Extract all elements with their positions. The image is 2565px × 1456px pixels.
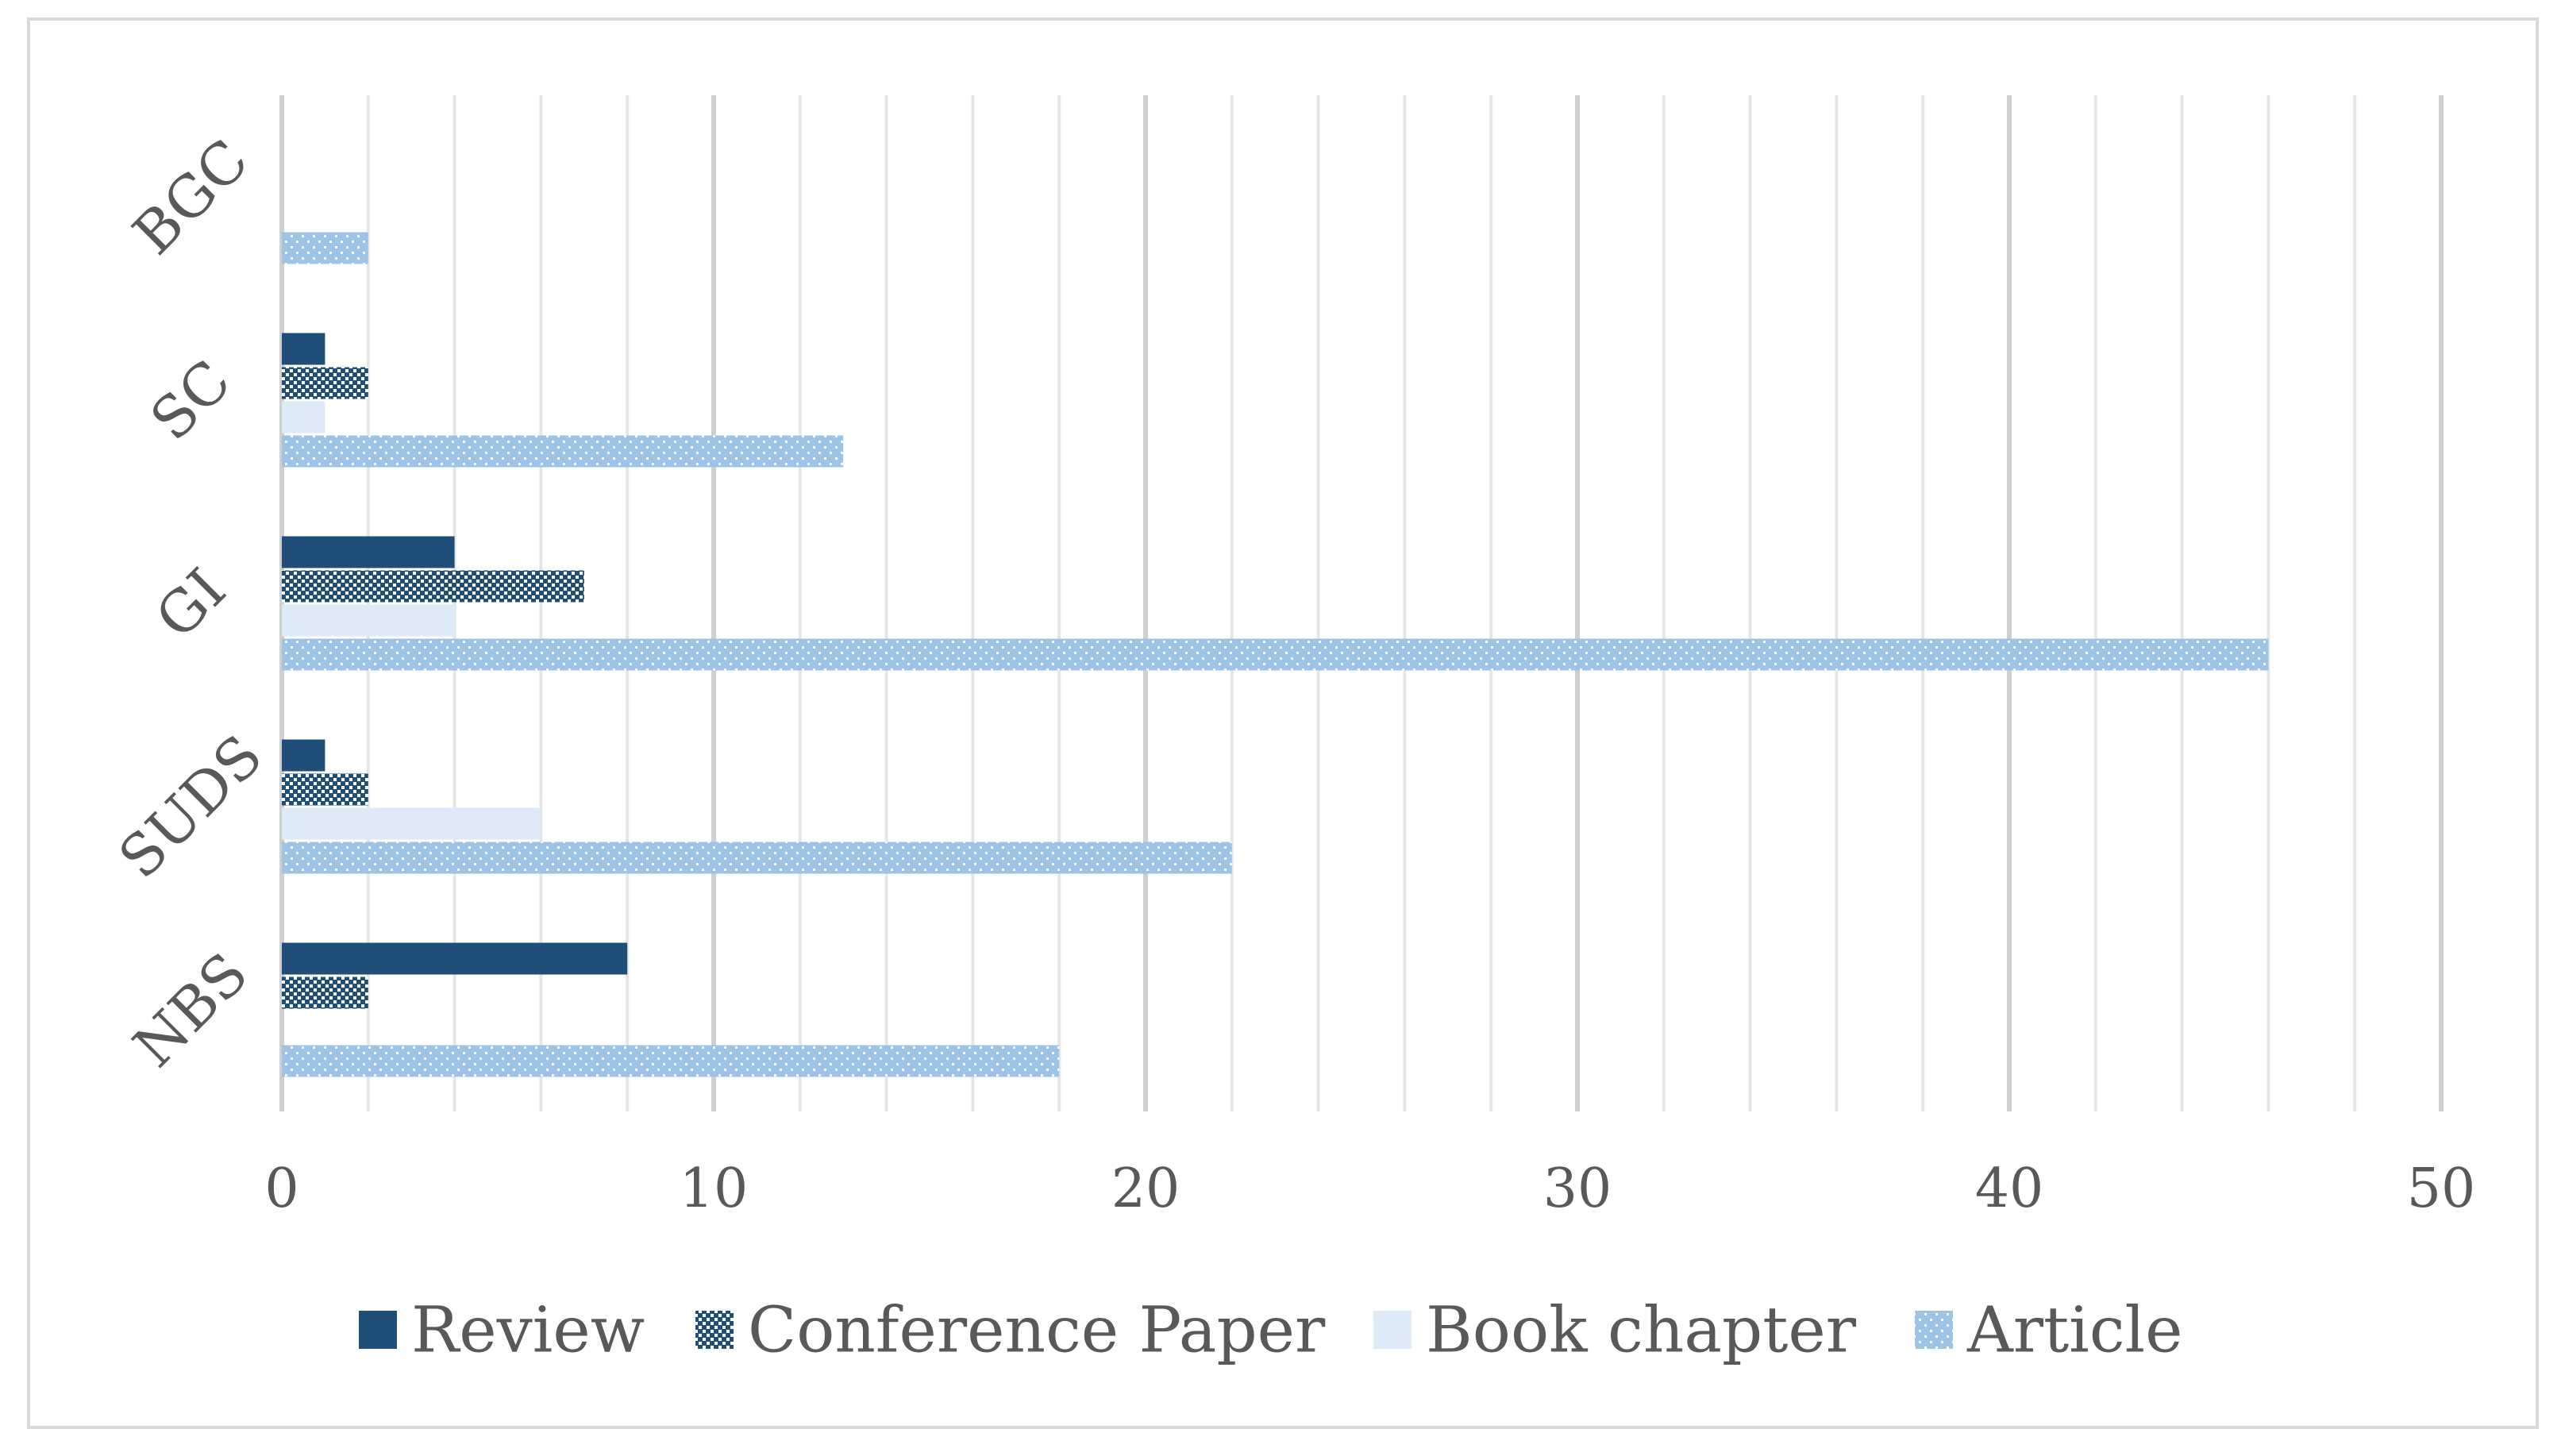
bar-gi-conference-paper xyxy=(282,570,584,603)
bar-sc-review xyxy=(282,333,325,365)
bar-suds-review xyxy=(282,739,325,772)
bar-sc-article xyxy=(282,435,844,468)
x-tick-label: 50 xyxy=(2407,1157,2476,1220)
legend-swatch-book-chapter xyxy=(1373,1311,1412,1349)
bar-gi-review xyxy=(282,536,455,568)
bar-nbs-article xyxy=(282,1045,1060,1077)
bar-gi-book-chapter xyxy=(282,604,455,637)
legend-label: Review xyxy=(411,1293,645,1367)
legend-label: Book chapter xyxy=(1426,1293,1857,1367)
x-tick-label: 0 xyxy=(264,1157,298,1220)
legend-label: Article xyxy=(1966,1293,2182,1367)
x-tick-label: 20 xyxy=(1111,1157,1180,1220)
bar-sc-conference-paper xyxy=(282,367,368,399)
x-tick-label: 40 xyxy=(1975,1157,2044,1220)
bar-nbs-review xyxy=(282,942,628,975)
x-tick-label: 30 xyxy=(1543,1157,1612,1220)
x-tick-label: 10 xyxy=(680,1157,749,1220)
legend-swatch-review xyxy=(359,1311,397,1349)
bar-bgc-article xyxy=(282,232,368,264)
chart-frame xyxy=(27,17,2539,1429)
bar-suds-conference-paper xyxy=(282,773,368,806)
bar-sc-book-chapter xyxy=(282,401,325,433)
bar-suds-book-chapter xyxy=(282,807,541,840)
bar-gi-article xyxy=(282,638,2269,671)
legend-swatch-article xyxy=(1915,1311,1953,1349)
bar-nbs-conference-paper xyxy=(282,976,368,1009)
legend-label: Conference Paper xyxy=(748,1293,1326,1367)
bar-suds-article xyxy=(282,842,1232,874)
legend-swatch-conference-paper xyxy=(695,1311,734,1349)
